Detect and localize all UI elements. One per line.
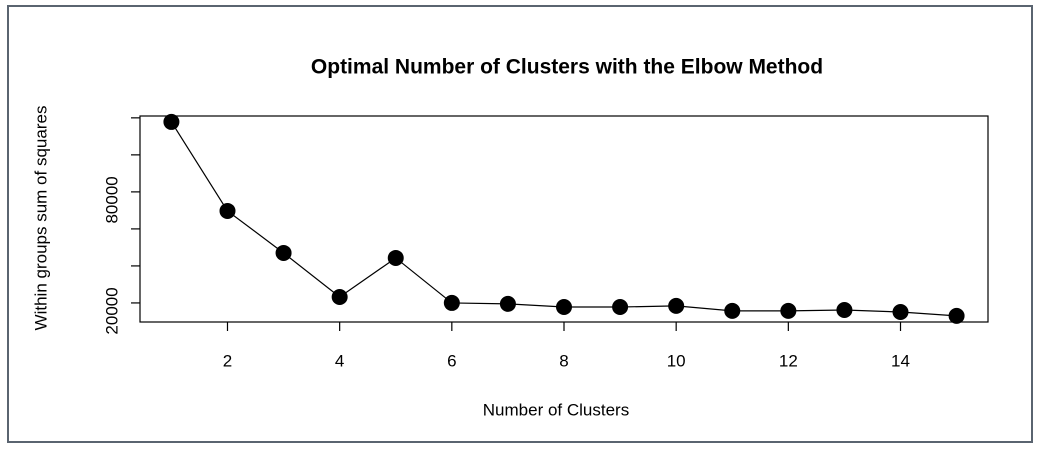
y-axis-label: Within groups sum of squares — [31, 106, 50, 331]
point — [948, 307, 965, 324]
point — [443, 294, 460, 311]
y-tick-label: 80000 — [102, 176, 121, 223]
y-tick-label: 20000 — [102, 287, 121, 334]
point — [556, 299, 572, 316]
point — [331, 289, 348, 306]
point — [892, 304, 909, 321]
x-tick-label: 6 — [447, 351, 456, 370]
point — [724, 302, 741, 319]
point — [387, 249, 404, 266]
x-tick-label: 14 — [891, 351, 910, 370]
point — [836, 301, 853, 318]
x-tick-label: 2 — [223, 351, 232, 370]
point — [668, 297, 685, 314]
point — [275, 244, 292, 261]
chart-title: Optimal Number of Clusters with the Elbo… — [311, 56, 823, 79]
frame — [7, 5, 1033, 443]
x-tick-label: 8 — [559, 351, 568, 370]
point — [219, 202, 236, 219]
point — [780, 302, 797, 319]
point — [499, 295, 516, 312]
point — [612, 299, 629, 316]
x-axis-label: Number of Clusters — [483, 400, 629, 419]
x-tick-label: 12 — [779, 351, 798, 370]
point — [163, 113, 180, 130]
x-tick-label: 4 — [335, 351, 344, 370]
x-tick-label: 10 — [667, 351, 686, 370]
